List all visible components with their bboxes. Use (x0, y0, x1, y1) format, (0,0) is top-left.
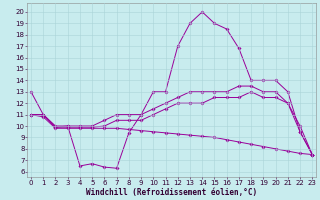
X-axis label: Windchill (Refroidissement éolien,°C): Windchill (Refroidissement éolien,°C) (86, 188, 257, 197)
